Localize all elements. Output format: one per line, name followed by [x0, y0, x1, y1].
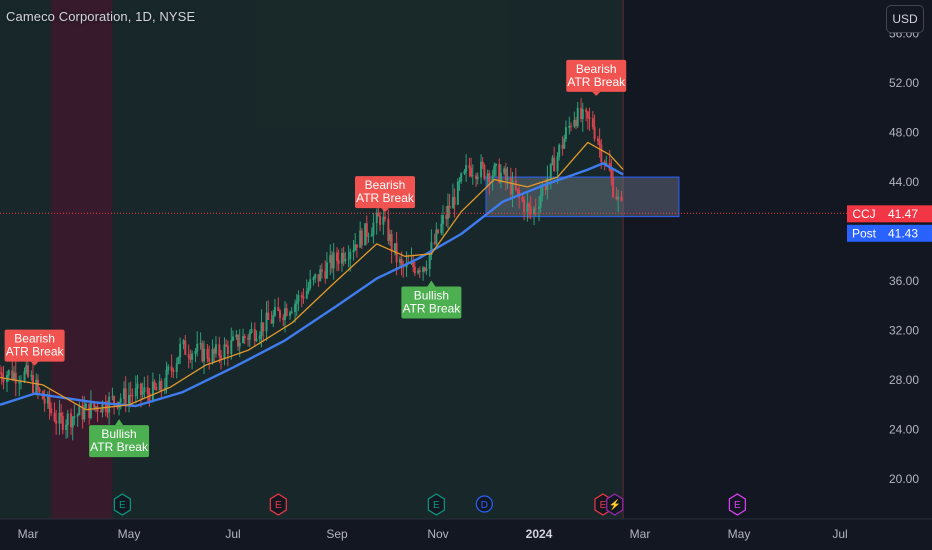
- x-tick-label: Nov: [427, 527, 448, 541]
- y-tick-label: 44.00: [889, 175, 919, 189]
- y-tick-label: 24.00: [889, 423, 919, 437]
- signal-pointer: [592, 91, 601, 96]
- signal-text: ATR Break: [567, 75, 626, 89]
- signal-box: [4, 329, 65, 362]
- regime-band-bullish: [112, 0, 624, 519]
- event-glyph: E: [734, 500, 741, 511]
- x-tick-label: Mar: [630, 527, 651, 541]
- event-marker: ⚡: [606, 493, 624, 516]
- earnings-icon: [269, 493, 287, 516]
- signal-box: [566, 59, 627, 92]
- candles: [0, 98, 623, 441]
- event-glyph: ⚡: [609, 498, 621, 511]
- x-tick-label: Jul: [225, 527, 240, 541]
- signal-box: [401, 286, 462, 319]
- signal-box: [355, 176, 416, 209]
- ema-fast-line: [0, 141, 624, 411]
- signal-text: Bullish: [414, 289, 449, 303]
- y-tick-label: 48.00: [889, 126, 919, 140]
- signal-pointer: [115, 419, 124, 426]
- price-tag-post: Post 41.43: [847, 224, 932, 242]
- earnings-icon: [728, 493, 746, 516]
- earnings-icon: [606, 493, 624, 516]
- price-tag-value: 41.47: [888, 207, 918, 221]
- signal-text: ATR Break: [356, 191, 415, 205]
- chart-title: Cameco Corporation, 1D, NYSE: [6, 9, 196, 24]
- y-tick-label: 36.00: [889, 274, 919, 288]
- price-tag-label-box: [847, 205, 881, 223]
- event-marker: E: [269, 493, 287, 516]
- event-marker: D: [475, 495, 493, 513]
- price-tag-label: Post: [852, 226, 877, 240]
- signal-text: Bullish: [101, 427, 136, 441]
- event-glyph: E: [433, 500, 440, 511]
- x-tick-label: Mar: [18, 527, 39, 541]
- signal-text: Bearish: [576, 62, 617, 76]
- currency-button[interactable]: USD: [886, 5, 924, 33]
- price-tag-value-box: [881, 205, 932, 223]
- signal-pointer: [381, 208, 390, 213]
- event-glyph: E: [275, 500, 282, 511]
- price-tag-ccj: CCJ 41.47: [847, 205, 932, 223]
- event-marker: E: [728, 493, 746, 516]
- event-marker: E: [427, 493, 445, 516]
- signal-text: Bearish: [365, 178, 406, 192]
- signal-text: ATR Break: [90, 440, 149, 454]
- y-tick-label: 32.00: [889, 324, 919, 338]
- x-tick-label: May: [118, 527, 141, 541]
- x-tick-label: May: [728, 527, 751, 541]
- dividend-icon: [475, 495, 493, 513]
- x-tick-label: Sep: [326, 527, 348, 541]
- signal-text: ATR Break: [402, 302, 461, 316]
- atr-zone-box: [485, 176, 680, 218]
- event-marker: E: [113, 493, 131, 516]
- signal-pointer: [30, 361, 39, 366]
- price-tag-label-box: [847, 224, 881, 242]
- earnings-icon: [113, 493, 131, 516]
- price-tag-label: CCJ: [852, 207, 875, 221]
- signal-text: Bearish: [14, 332, 55, 346]
- earnings-icon: [427, 493, 445, 516]
- ema-slow-line: [0, 162, 624, 408]
- price-tag-value: 41.43: [888, 226, 918, 240]
- event-glyph: D: [481, 500, 488, 511]
- signal-pointer: [427, 280, 436, 287]
- x-tick-label: 2024: [526, 527, 553, 541]
- event-glyph: E: [600, 500, 607, 511]
- price-tag-value-box: [881, 224, 932, 242]
- regime-band-bullish: [0, 0, 52, 519]
- x-tick-label: Jul: [832, 527, 847, 541]
- y-tick-label: 20.00: [889, 472, 919, 486]
- y-tick-label: 28.00: [889, 373, 919, 387]
- event-glyph: E: [119, 500, 126, 511]
- signal-box: [89, 425, 150, 458]
- signal-text: ATR Break: [6, 345, 65, 359]
- y-tick-label: 52.00: [889, 76, 919, 90]
